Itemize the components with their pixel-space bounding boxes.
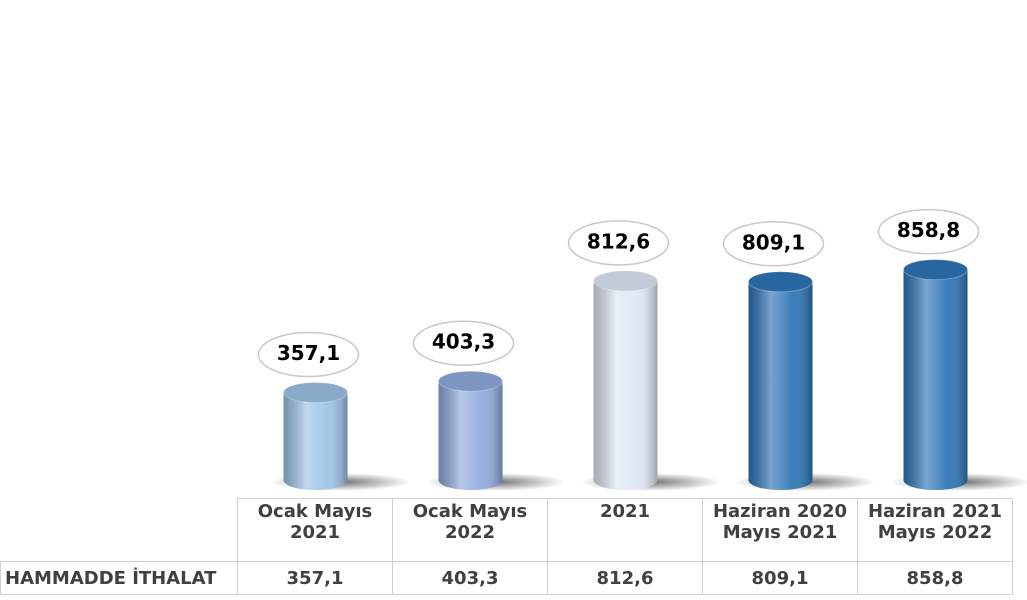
table-value: 812,6 bbox=[547, 561, 703, 595]
label-bubble bbox=[412, 320, 515, 366]
data-label: 858,8 bbox=[897, 218, 960, 242]
bar-top bbox=[283, 382, 348, 404]
bar-top bbox=[438, 370, 503, 392]
label-bubble bbox=[722, 221, 825, 267]
bar-top-shade bbox=[748, 271, 813, 292]
bar-shine bbox=[748, 281, 813, 490]
bar-top bbox=[748, 271, 813, 293]
data-table: Ocak Mayıs 2021 Ocak Mayıs 2022 2021 Hazira… bbox=[0, 498, 1013, 595]
category-label: Haziran 2020 Mayıs 2021 bbox=[702, 498, 858, 562]
bar-shine bbox=[438, 381, 503, 490]
data-label: 809,1 bbox=[742, 230, 805, 254]
data-label: 812,6 bbox=[587, 229, 650, 253]
bar bbox=[748, 271, 813, 490]
data-label: 403,3 bbox=[432, 330, 495, 354]
bar-top bbox=[593, 270, 658, 292]
table-value: 858,8 bbox=[857, 561, 1013, 595]
chart: 357,1 403,3 812,6 809,1 858,8 bbox=[257, 208, 1027, 491]
category-label: Ocak Mayıs 2022 bbox=[392, 498, 548, 562]
row-label: HAMMADDE İTHALAT bbox=[0, 561, 238, 595]
label-bubble bbox=[567, 220, 670, 266]
bar-shine bbox=[593, 280, 658, 490]
bar-top-shade bbox=[283, 382, 348, 403]
bar-top bbox=[903, 259, 968, 281]
category-label: 2021 bbox=[547, 498, 703, 562]
table-value: 357,1 bbox=[237, 561, 393, 595]
bar bbox=[283, 382, 348, 490]
label-bubble bbox=[877, 208, 980, 255]
bar-shine bbox=[283, 392, 348, 490]
label-bubble bbox=[257, 331, 360, 378]
data-label: 357,1 bbox=[277, 341, 340, 365]
corner bbox=[0, 498, 238, 562]
category-label: Haziran 2021 Mayıs 2022 bbox=[857, 498, 1013, 562]
bar bbox=[593, 270, 658, 490]
table-value: 809,1 bbox=[702, 561, 858, 595]
bar-top-shade bbox=[438, 371, 503, 392]
table-value: 403,3 bbox=[392, 561, 548, 595]
category-label: Ocak Mayıs 2021 bbox=[237, 498, 393, 562]
bar-shine bbox=[903, 269, 968, 490]
bar bbox=[903, 259, 968, 490]
bar-top-shade bbox=[593, 270, 658, 291]
bar-top-shade bbox=[903, 259, 968, 280]
bar bbox=[438, 370, 503, 490]
